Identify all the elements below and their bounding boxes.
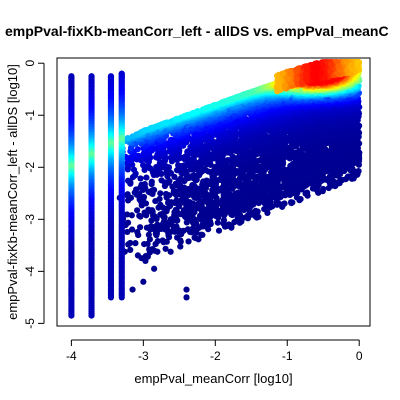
data-point bbox=[137, 175, 144, 182]
data-point bbox=[157, 201, 164, 208]
data-point bbox=[124, 134, 131, 142]
data-point bbox=[173, 115, 180, 122]
data-point bbox=[162, 190, 170, 198]
data-point bbox=[180, 207, 188, 214]
data-point bbox=[293, 194, 301, 201]
data-point bbox=[201, 219, 208, 226]
data-point bbox=[123, 211, 131, 218]
data-point bbox=[147, 223, 155, 230]
data-point bbox=[193, 108, 201, 115]
data-point bbox=[320, 185, 327, 193]
data-point bbox=[136, 212, 143, 219]
data-point bbox=[156, 195, 163, 203]
data-point bbox=[355, 168, 362, 175]
data-point bbox=[124, 219, 132, 226]
data-point bbox=[145, 206, 152, 213]
data-point bbox=[132, 240, 139, 247]
data-point bbox=[154, 221, 161, 228]
data-point bbox=[225, 221, 232, 228]
data-point bbox=[149, 124, 156, 131]
data-point bbox=[128, 212, 135, 219]
data-point bbox=[141, 166, 148, 173]
data-point bbox=[134, 207, 141, 214]
data-point bbox=[158, 177, 165, 184]
data-point bbox=[148, 217, 155, 224]
data-point bbox=[191, 234, 198, 241]
data-point bbox=[124, 191, 131, 198]
data-point bbox=[198, 231, 205, 238]
data-point bbox=[154, 237, 161, 245]
data-point bbox=[252, 207, 259, 214]
data-point bbox=[281, 166, 288, 173]
data-point bbox=[134, 146, 141, 153]
data-point bbox=[287, 199, 295, 206]
data-point bbox=[124, 228, 131, 236]
data-point bbox=[190, 171, 197, 179]
data-point bbox=[127, 246, 134, 253]
data-point bbox=[212, 163, 219, 171]
point-cloud bbox=[116, 60, 363, 265]
data-point bbox=[175, 162, 182, 169]
data-point bbox=[125, 177, 132, 184]
data-point bbox=[146, 246, 153, 253]
chart-title: empPval-fixKb-meanCorr_left - allDS vs. … bbox=[5, 23, 389, 39]
data-point bbox=[134, 229, 141, 236]
data-point bbox=[177, 175, 184, 182]
data-point bbox=[157, 190, 164, 197]
data-point bbox=[183, 174, 190, 181]
data-point bbox=[142, 253, 149, 260]
data-point bbox=[189, 182, 196, 189]
data-point bbox=[141, 241, 148, 248]
data-point bbox=[211, 101, 218, 109]
data-point bbox=[173, 197, 180, 204]
data-point bbox=[159, 237, 166, 244]
data-point bbox=[234, 189, 241, 196]
data-point bbox=[174, 234, 181, 241]
data-point bbox=[166, 177, 173, 185]
data-point bbox=[304, 189, 311, 196]
data-point bbox=[162, 245, 169, 252]
data-point bbox=[145, 231, 152, 238]
data-point bbox=[163, 119, 170, 126]
data-layer bbox=[68, 59, 363, 319]
data-point bbox=[167, 216, 174, 223]
data-point bbox=[127, 239, 134, 247]
data-point bbox=[140, 193, 148, 201]
data-point bbox=[185, 238, 192, 245]
data-point bbox=[215, 227, 223, 234]
data-point bbox=[136, 224, 144, 231]
data-point bbox=[281, 200, 288, 207]
data-point bbox=[220, 217, 228, 224]
data-point bbox=[200, 178, 207, 185]
data-point bbox=[141, 127, 148, 134]
data-point bbox=[167, 248, 174, 255]
data-point bbox=[143, 174, 150, 181]
data-point bbox=[177, 243, 184, 250]
data-point bbox=[134, 252, 142, 259]
data-point bbox=[214, 219, 221, 226]
data-point bbox=[163, 169, 170, 177]
data-point bbox=[140, 162, 147, 169]
data-point bbox=[128, 226, 136, 233]
data-point bbox=[138, 181, 145, 188]
data-point bbox=[130, 166, 138, 173]
data-point bbox=[149, 187, 156, 194]
data-point bbox=[261, 205, 268, 213]
data-point bbox=[184, 226, 192, 233]
data-point bbox=[184, 111, 191, 119]
data-point bbox=[148, 178, 155, 185]
